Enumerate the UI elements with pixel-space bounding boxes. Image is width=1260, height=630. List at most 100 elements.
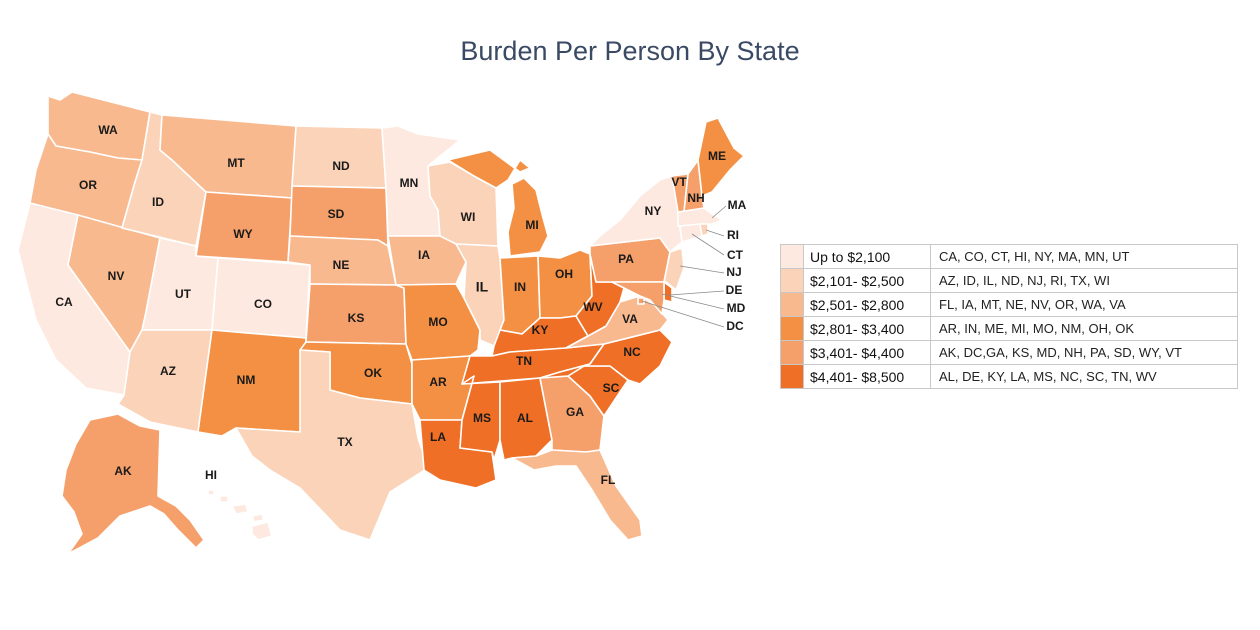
state-MD[interactable] bbox=[611, 281, 665, 315]
legend-swatch bbox=[780, 316, 804, 341]
state-label-UT: UT bbox=[175, 287, 192, 301]
legend-states: CA, CO, CT, HI, NY, MA, MN, UT bbox=[930, 244, 1238, 269]
legend-row: $4,401- $8,500 AL, DE, KY, LA, MS, NC, SC… bbox=[780, 364, 1238, 389]
legend-swatch bbox=[780, 292, 804, 317]
legend-row: $2,101- $2,500 AZ, ID, IL, ND, NJ, RI, TX… bbox=[780, 268, 1238, 293]
state-label-NH: NH bbox=[687, 191, 704, 205]
state-label-KS: KS bbox=[348, 311, 365, 325]
state-label-LA: LA bbox=[430, 430, 446, 444]
state-label-SC: SC bbox=[603, 381, 620, 395]
state-label-AZ: AZ bbox=[160, 364, 176, 378]
state-MO[interactable] bbox=[395, 283, 481, 361]
leader-RI bbox=[705, 229, 725, 237]
state-label-WV: WV bbox=[583, 300, 602, 314]
legend-row: Up to $2,100 CA, CO, CT, HI, NY, MA, MN, … bbox=[780, 244, 1238, 269]
state-label-IL: IL bbox=[476, 279, 489, 295]
legend-range: $3,401- $4,400 bbox=[803, 340, 931, 365]
state-label-MS: MS bbox=[473, 411, 491, 425]
state-label-MD: MD bbox=[727, 301, 746, 315]
state-label-NY: NY bbox=[645, 204, 662, 218]
state-DC[interactable] bbox=[637, 297, 645, 305]
state-label-ID: ID bbox=[152, 195, 164, 209]
state-label-KY: KY bbox=[532, 323, 549, 337]
legend-swatch bbox=[780, 244, 804, 269]
state-label-IN: IN bbox=[514, 280, 526, 294]
state-HI[interactable] bbox=[207, 489, 273, 541]
legend-range: $2,801- $3,400 bbox=[803, 316, 931, 341]
state-label-DE: DE bbox=[726, 283, 743, 297]
state-label-WY: WY bbox=[233, 227, 252, 241]
legend-row: $2,501- $2,800 FL, IA, MT, NE, NV, OR, WA… bbox=[780, 292, 1238, 317]
state-label-OR: OR bbox=[79, 178, 97, 192]
state-label-NC: NC bbox=[623, 345, 641, 359]
state-label-AL: AL bbox=[517, 411, 533, 425]
state-label-DC: DC bbox=[726, 319, 744, 333]
legend-range: Up to $2,100 bbox=[803, 244, 931, 269]
legend-row: $3,401- $4,400 AK, DC,GA, KS, MD, NH, PA,… bbox=[780, 340, 1238, 365]
leader-MD bbox=[661, 293, 725, 310]
state-MA[interactable] bbox=[677, 207, 723, 227]
state-label-WI: WI bbox=[461, 210, 476, 224]
state-label-HI: HI bbox=[205, 468, 217, 482]
state-CT[interactable] bbox=[679, 223, 703, 243]
state-FL[interactable] bbox=[511, 449, 643, 541]
state-ME[interactable] bbox=[697, 117, 745, 197]
state-label-AK: AK bbox=[114, 464, 132, 478]
legend-range: $4,401- $8,500 bbox=[803, 364, 931, 389]
state-labels: WA OR CA NV ID MT WY UT CO AZ NM ND SD NE KS OK TX MN IA MO… bbox=[55, 123, 746, 487]
state-label-CT: CT bbox=[727, 248, 744, 262]
state-TX[interactable] bbox=[235, 349, 429, 541]
state-label-MN: MN bbox=[400, 176, 419, 190]
state-label-PA: PA bbox=[618, 252, 634, 266]
state-NY[interactable] bbox=[589, 175, 683, 253]
state-IL[interactable] bbox=[455, 243, 505, 347]
leader-NJ bbox=[679, 265, 725, 274]
legend-range: $2,101- $2,500 bbox=[803, 268, 931, 293]
leader-DC bbox=[641, 300, 725, 328]
legend-swatch bbox=[780, 340, 804, 365]
state-label-FL: FL bbox=[601, 473, 616, 487]
state-label-MI: MI bbox=[525, 218, 538, 232]
state-label-ND: ND bbox=[332, 159, 350, 173]
state-RI[interactable] bbox=[699, 223, 709, 237]
leader-CT bbox=[691, 233, 725, 256]
legend-states: AK, DC,GA, KS, MD, NH, PA, SD, WY, VT bbox=[930, 340, 1238, 365]
state-label-CA: CA bbox=[55, 295, 73, 309]
state-label-VA: VA bbox=[622, 312, 638, 326]
legend-range: $2,501- $2,800 bbox=[803, 292, 931, 317]
legend-states: AR, IN, ME, MI, MO, NM, OH, OK bbox=[930, 316, 1238, 341]
state-label-CO: CO bbox=[254, 297, 272, 311]
state-label-IA: IA bbox=[418, 248, 430, 262]
state-label-MA: MA bbox=[728, 198, 747, 212]
state-label-TX: TX bbox=[337, 435, 352, 449]
state-label-OK: OK bbox=[364, 366, 382, 380]
state-label-AR: AR bbox=[429, 375, 447, 389]
map-title: Burden Per Person By State bbox=[460, 36, 800, 66]
state-ND[interactable] bbox=[291, 125, 387, 189]
legend-swatch bbox=[780, 268, 804, 293]
legend-states: AZ, ID, IL, ND, NJ, RI, TX, WI bbox=[930, 268, 1238, 293]
state-label-NM: NM bbox=[237, 373, 256, 387]
state-label-RI: RI bbox=[727, 228, 739, 242]
state-label-NJ: NJ bbox=[726, 265, 741, 279]
state-label-MO: MO bbox=[428, 315, 447, 329]
state-label-NV: NV bbox=[108, 269, 125, 283]
legend-states: AL, DE, KY, LA, MS, NC, SC, TN, WV bbox=[930, 364, 1238, 389]
legend-table: Up to $2,100 CA, CO, CT, HI, NY, MA, MN, … bbox=[780, 244, 1238, 389]
state-label-OH: OH bbox=[555, 267, 573, 281]
leader-MA bbox=[711, 205, 727, 219]
legend-row: $2,801- $3,400 AR, IN, ME, MI, MO, NM, OH… bbox=[780, 316, 1238, 341]
state-label-WA: WA bbox=[98, 123, 118, 137]
state-MI[interactable] bbox=[447, 149, 549, 257]
legend-swatch bbox=[780, 364, 804, 389]
state-label-GA: GA bbox=[566, 405, 584, 419]
state-label-NE: NE bbox=[333, 258, 350, 272]
state-label-ME: ME bbox=[708, 149, 726, 163]
state-AK[interactable] bbox=[61, 413, 205, 555]
state-label-SD: SD bbox=[328, 207, 345, 221]
legend-states: FL, IA, MT, NE, NV, OR, WA, VA bbox=[930, 292, 1238, 317]
leader-DE bbox=[669, 290, 725, 296]
state-label-TN: TN bbox=[516, 354, 532, 368]
state-label-MT: MT bbox=[227, 156, 245, 170]
